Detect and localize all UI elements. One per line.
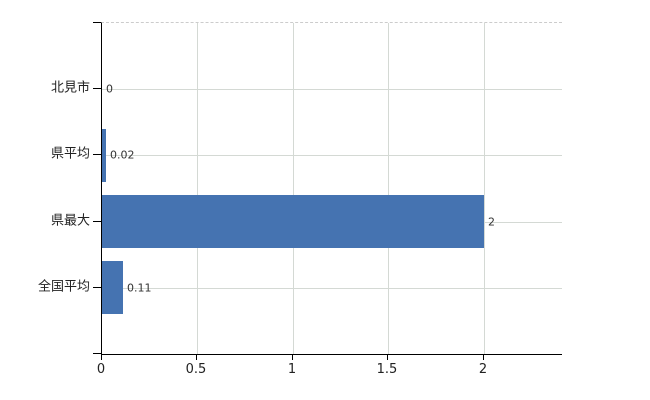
y-axis-tick xyxy=(93,221,101,222)
x-gridline xyxy=(484,23,485,354)
category-gridline xyxy=(102,155,562,156)
category-gridline xyxy=(102,288,562,289)
x-axis-tick-label: 0.5 xyxy=(185,362,207,377)
category-gridline xyxy=(102,89,562,90)
y-axis-tick xyxy=(93,22,101,23)
x-axis-tick-label: 1.5 xyxy=(376,362,398,377)
bar[interactable] xyxy=(102,129,106,182)
x-axis-tick xyxy=(196,354,197,360)
y-axis-label: 県最大 xyxy=(50,213,90,229)
bar[interactable] xyxy=(102,261,123,314)
bar-value-label: 0 xyxy=(106,82,113,96)
x-gridline xyxy=(388,23,389,354)
x-axis-tick xyxy=(483,354,484,360)
x-axis-tick-label: 2 xyxy=(478,362,488,377)
x-axis-tick xyxy=(387,354,388,360)
x-axis-tick xyxy=(292,354,293,360)
x-gridline xyxy=(197,23,198,354)
y-axis-label: 県平均 xyxy=(50,146,90,162)
x-axis-tick xyxy=(101,354,102,360)
y-axis-tick xyxy=(93,287,101,288)
bar-value-label: 2 xyxy=(488,215,495,229)
bar-value-label: 0.02 xyxy=(110,148,135,162)
x-gridline xyxy=(293,23,294,354)
bar-value-label: 0.11 xyxy=(127,281,152,295)
y-axis-label: 全国平均 xyxy=(37,279,90,295)
plot-area: 0 0.02 2 0.11 xyxy=(101,22,562,355)
bar[interactable] xyxy=(102,195,484,248)
y-axis-tick xyxy=(93,353,101,354)
y-axis-label: 北見市 xyxy=(50,80,90,96)
x-axis-tick-label: 1 xyxy=(287,362,297,377)
x-axis-tick-label: 0 xyxy=(96,362,106,377)
y-axis-tick xyxy=(93,154,101,155)
y-axis-tick xyxy=(93,88,101,89)
